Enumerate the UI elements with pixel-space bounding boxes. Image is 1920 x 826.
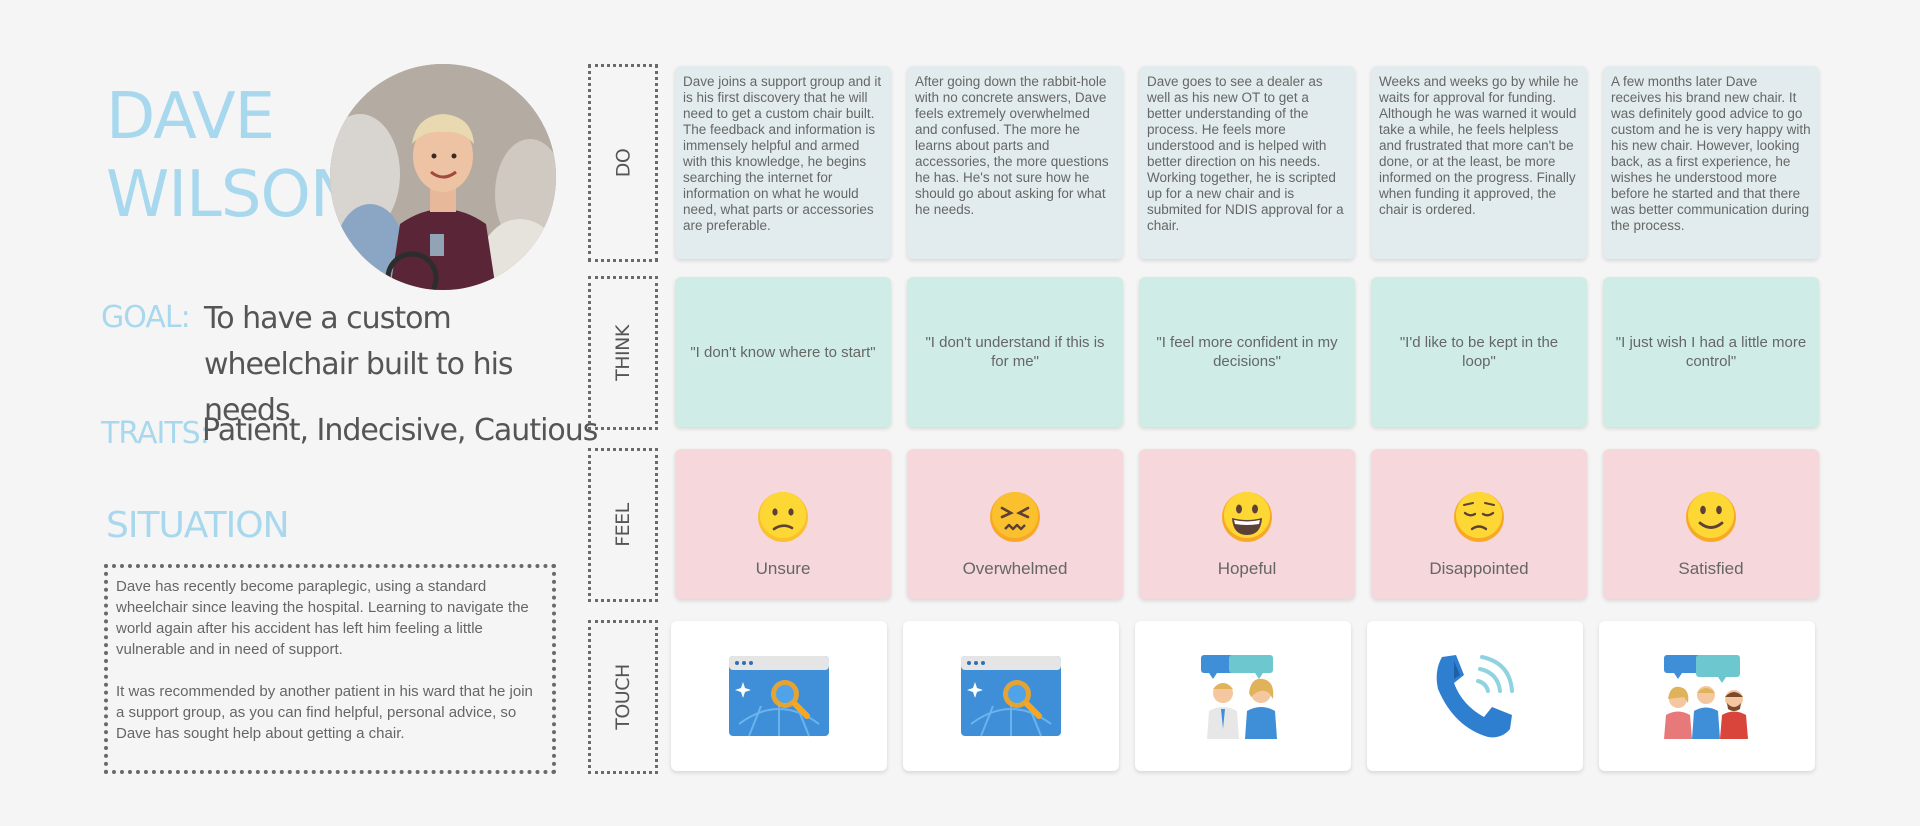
row-label-touch: TOUCH [588,620,658,774]
feel-card: Disappointed [1371,449,1587,599]
confused-face-icon [758,492,808,542]
consultation-icon [1201,655,1277,739]
feel-card: Hopeful [1139,449,1355,599]
think-card: "I don't understand if this is for me" [907,277,1123,427]
feel-card: Satisfied [1603,449,1819,599]
touch-card [671,621,887,771]
row-label-think: THINK [588,276,658,430]
do-card: After going down the rabbit-hole with no… [907,66,1123,259]
do-card: A few months later Dave receives his bra… [1603,66,1819,259]
situation-box: Dave has recently become paraplegic, usi… [104,564,556,774]
think-card: "I don't know where to start" [675,277,891,427]
touch-card [1367,621,1583,771]
confounded-face-icon [990,492,1040,542]
do-card: Weeks and weeks go by while he waits for… [1371,66,1587,259]
feel-label: Overwhelmed [962,559,1068,578]
situation-paragraph-1: Dave has recently become paraplegic, usi… [116,578,529,658]
situation-paragraph-2: It was recommended by another patient in… [116,683,533,742]
persona-photo [330,64,556,290]
row-label-do: DO [588,64,658,262]
persona-last-name: WILSON [106,158,358,232]
touch-card [903,621,1119,771]
row-label-do-text: DO [612,148,634,178]
traits-text: Patient, Indecisive, Cautious [202,413,598,448]
feel-card: Unsure [675,449,891,599]
persona-name: DAVE WILSON [106,78,358,234]
web-search-icon [729,656,829,737]
feel-label: Disappointed [1429,559,1529,578]
feel-label: Unsure [755,559,811,578]
group-discussion-icon [1664,655,1748,739]
feel-label: Satisfied [1678,559,1744,578]
think-card: "I'd like to be kept in the loop" [1371,277,1587,427]
feel-card: Overwhelmed [907,449,1123,599]
grinning-face-icon [1222,492,1272,542]
think-card: "I just wish I had a little more control… [1603,277,1819,427]
situation-title: SITUATION [106,505,290,546]
traits-label: TRAITS: [101,416,210,451]
do-card: Dave joins a support group and it is his… [675,66,891,259]
do-card: Dave goes to see a dealer as well as his… [1139,66,1355,259]
feel-label: Hopeful [1217,559,1277,578]
persona-first-name: DAVE [106,80,275,154]
smiling-face-icon [1686,492,1736,542]
touch-card [1135,621,1351,771]
phone-call-icon [1436,655,1514,738]
think-card: "I feel more confident in my decisions" [1139,277,1355,427]
touch-card [1599,621,1815,771]
row-label-feel-text: FEEL [612,503,634,547]
goal-text: To have a custom wheelchair built to his… [204,301,514,428]
row-label-think-text: THINK [611,325,634,381]
goal-label: GOAL: [101,300,191,335]
disappointed-face-icon [1454,492,1504,542]
row-label-feel: FEEL [588,448,658,602]
row-label-touch-text: TOUCH [612,664,634,730]
web-search-icon [961,656,1061,737]
